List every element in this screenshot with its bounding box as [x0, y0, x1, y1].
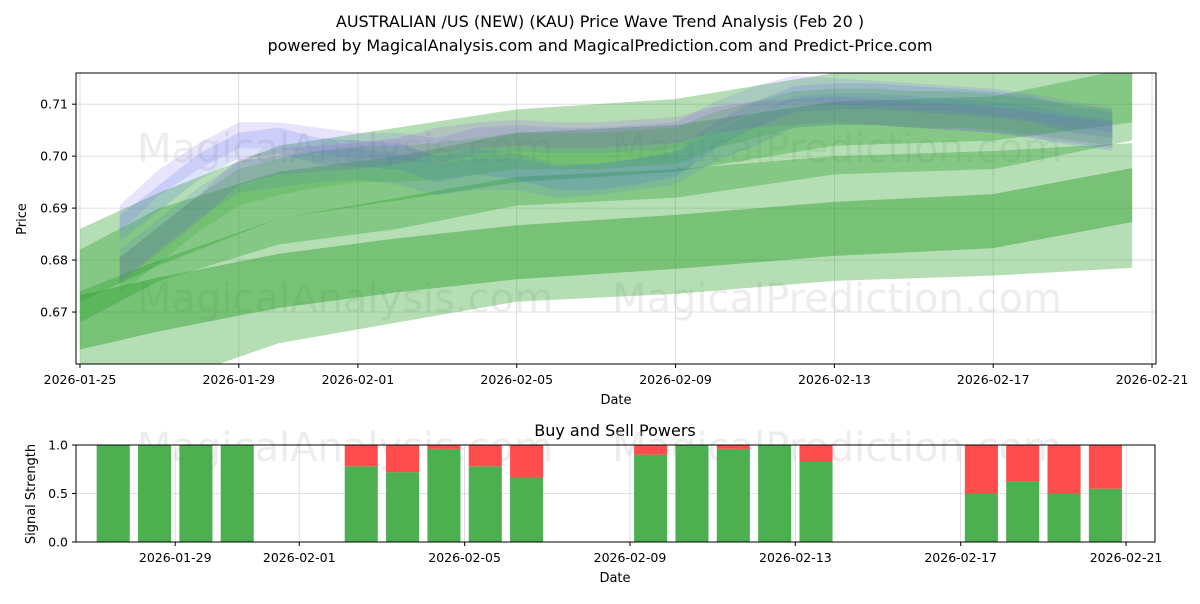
signal-x-tick-label: 2026-02-13: [759, 550, 832, 565]
sell-bar: [1047, 445, 1081, 494]
chart-title-line1: AUSTRALIAN /US (NEW) (KAU) Price Wave Tr…: [336, 12, 864, 31]
signal-x-tick-label: 2026-01-29: [139, 550, 212, 565]
buy-bar: [1047, 493, 1081, 542]
sell-bar: [510, 445, 544, 478]
buy-bar: [1006, 481, 1040, 542]
watermark-prediction-upper: MagicalPrediction.com: [612, 126, 1062, 172]
sell-bar: [1088, 445, 1122, 489]
blue-wave-band: [119, 93, 1113, 281]
signal-chart: Buy and Sell Powers MagicalAnalysis.com …: [24, 421, 1162, 586]
purple-wave-band: [119, 96, 1113, 284]
price-x-tick-label: 2026-02-17: [957, 372, 1030, 387]
price-x-tick-label: 2026-01-29: [202, 372, 275, 387]
sell-bar: [427, 445, 461, 449]
buy-bar: [716, 448, 750, 542]
buy-bar: [510, 477, 544, 542]
buy-bar: [1088, 488, 1122, 542]
sell-bar: [799, 445, 833, 462]
buy-bar: [675, 445, 709, 542]
green-trend-band: [79, 73, 1133, 302]
signal-bars: [96, 445, 1122, 542]
signal-title: Buy and Sell Powers: [534, 421, 696, 440]
price-x-tick-label: 2026-02-05: [480, 372, 553, 387]
buy-bar: [468, 466, 502, 542]
violet-wave-band: [119, 75, 1113, 232]
chart-title-line2: powered by MagicalAnalysis.com and Magic…: [267, 36, 932, 55]
signal-y-tick-label: 1.0: [48, 438, 68, 453]
price-plot-frame: [75, 72, 1157, 365]
green-trend-band: [79, 143, 1133, 364]
sell-bar: [1006, 445, 1040, 482]
green-trend-band: [79, 73, 1133, 323]
green-wave-band: [119, 88, 1113, 294]
price-y-tick-label: 0.67: [40, 305, 68, 320]
price-x-tick-label: 2026-02-13: [798, 372, 871, 387]
sell-bar: [634, 445, 668, 455]
price-x-tick-label: 2026-02-21: [1116, 372, 1189, 387]
price-x-tick-label: 2026-02-01: [322, 372, 395, 387]
price-x-label: Date: [600, 393, 631, 408]
price-ticks: 2026-01-25 2026-01-29 2026-02-01 2026-02-05…: [40, 97, 1188, 387]
signal-ticks: 2026-01-29 2026-02-01 2026-02-05 2026-02-09…: [48, 438, 1162, 566]
buy-bar: [758, 445, 792, 542]
buy-bar: [634, 454, 668, 542]
signal-x-tick-label: 2026-02-09: [594, 550, 667, 565]
sell-bar: [964, 445, 998, 494]
buy-bar: [96, 445, 130, 542]
signal-x-tick-label: 2026-02-05: [428, 550, 501, 565]
price-chart: MagicalAnalysis.com MagicalPrediction.co…: [15, 72, 1188, 408]
buy-bar: [964, 493, 998, 542]
signal-y-label: Signal Strength: [24, 444, 39, 544]
green-trend-band: [79, 168, 1133, 350]
buy-bar: [799, 461, 833, 542]
watermark-analysis-lower: MagicalAnalysis.com: [137, 276, 553, 322]
price-y-tick-label: 0.68: [40, 253, 68, 268]
sell-bar: [716, 445, 750, 449]
blue-wave-band: [119, 83, 1113, 242]
buy-bar: [138, 445, 172, 542]
signal-x-tick-label: 2026-02-01: [263, 550, 336, 565]
price-x-tick-label: 2026-02-09: [639, 372, 712, 387]
price-y-label: Price: [15, 203, 30, 235]
signal-x-label: Date: [599, 571, 630, 586]
signal-y-tick-label: 0.0: [48, 535, 68, 550]
buy-bar: [220, 445, 254, 542]
watermark-prediction-lower: MagicalPrediction.com: [612, 276, 1062, 322]
buy-bar: [386, 472, 420, 542]
signal-x-tick-label: 2026-02-21: [1090, 550, 1163, 565]
sell-bar: [386, 445, 420, 473]
price-y-tick-label: 0.70: [40, 149, 68, 164]
price-y-tick-label: 0.71: [40, 97, 68, 112]
price-y-tick-label: 0.69: [40, 201, 68, 216]
price-grid: [76, 73, 1156, 364]
price-watermarks: MagicalAnalysis.com MagicalPrediction.co…: [137, 126, 1062, 322]
sell-bar: [468, 445, 502, 467]
sell-bar: [344, 445, 378, 467]
buy-bar: [427, 448, 461, 542]
buy-bar: [179, 445, 213, 542]
watermark-analysis-upper: MagicalAnalysis.com: [137, 126, 553, 172]
price-bands: [79, 73, 1133, 364]
buy-bar: [344, 466, 378, 542]
price-x-tick-label: 2026-01-25: [44, 372, 117, 387]
signal-x-tick-label: 2026-02-17: [924, 550, 997, 565]
signal-y-tick-label: 0.5: [48, 486, 68, 501]
